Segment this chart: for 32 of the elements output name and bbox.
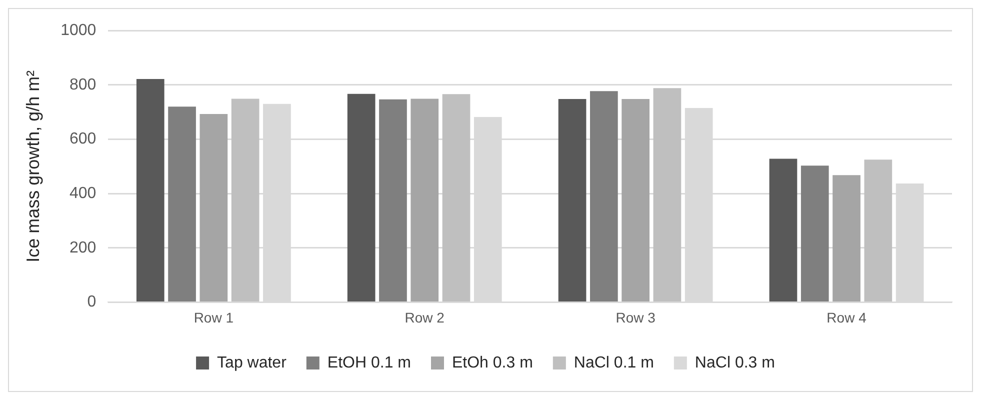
bar	[864, 160, 892, 302]
y-tick-label: 200	[69, 239, 96, 256]
bar	[622, 99, 650, 302]
x-tick-label: Row 3	[616, 309, 656, 326]
bar	[410, 98, 439, 302]
y-tick-label: 800	[69, 76, 96, 94]
bar	[590, 91, 618, 302]
y-tick-label: 600	[69, 130, 96, 148]
y-tick-label: 0	[87, 294, 96, 311]
legend-label: NaCl 0.1 m	[574, 354, 654, 372]
bar	[800, 166, 829, 302]
x-tick-label: Row 4	[826, 309, 867, 326]
bar	[653, 88, 682, 302]
y-axis-title: Ice mass growth, g/h m²	[22, 70, 43, 262]
y-tick-label: 1000	[60, 22, 96, 40]
y-tick-label: 400	[69, 184, 96, 202]
legend-label: EtOh 0.3 m	[452, 354, 533, 372]
bar	[347, 94, 376, 302]
x-tick-label: Row 2	[404, 309, 445, 326]
x-tick-label: Row 1	[194, 309, 234, 326]
bar	[832, 175, 860, 302]
bar	[231, 98, 260, 302]
legend-label: EtOH 0.1 m	[327, 354, 411, 372]
bar	[558, 99, 586, 302]
legend-label: NaCl 0.3 m	[694, 354, 775, 372]
bar	[769, 158, 798, 302]
bar	[379, 99, 407, 302]
bar	[442, 94, 470, 302]
legend-label: Tap water	[217, 354, 288, 372]
bar	[168, 106, 196, 302]
bar	[136, 78, 164, 302]
bar	[200, 114, 228, 302]
